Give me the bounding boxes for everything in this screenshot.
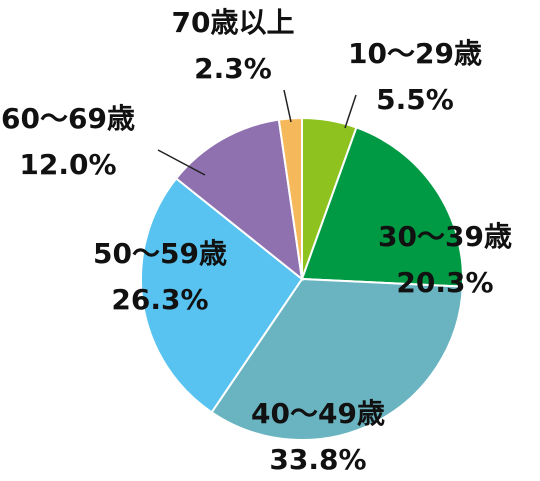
slice-value-label: 33.8% <box>269 443 366 476</box>
slice-label: 30〜39歳 <box>378 220 512 253</box>
slice-label: 60〜69歳 <box>1 102 135 135</box>
slice-label: 10〜29歳 <box>348 37 482 70</box>
slice-label: 50〜59歳 <box>93 237 227 270</box>
slice-value-label: 26.3% <box>111 283 208 316</box>
leader-line <box>157 149 206 176</box>
slice-label: 70歳以上 <box>172 6 295 39</box>
leader-line <box>344 94 357 129</box>
pie-slice <box>140 177 304 414</box>
slice-value-label: 12.0% <box>19 148 116 181</box>
pie-slice <box>210 277 464 441</box>
pie-slice <box>174 118 304 282</box>
slice-label: 40〜49歳 <box>251 397 385 430</box>
slice-value-label: 2.3% <box>194 52 272 85</box>
pie-slice <box>300 126 464 288</box>
leader-line <box>283 89 292 123</box>
slice-value-label: 20.3% <box>396 266 493 299</box>
slice-value-label: 5.5% <box>376 83 454 116</box>
